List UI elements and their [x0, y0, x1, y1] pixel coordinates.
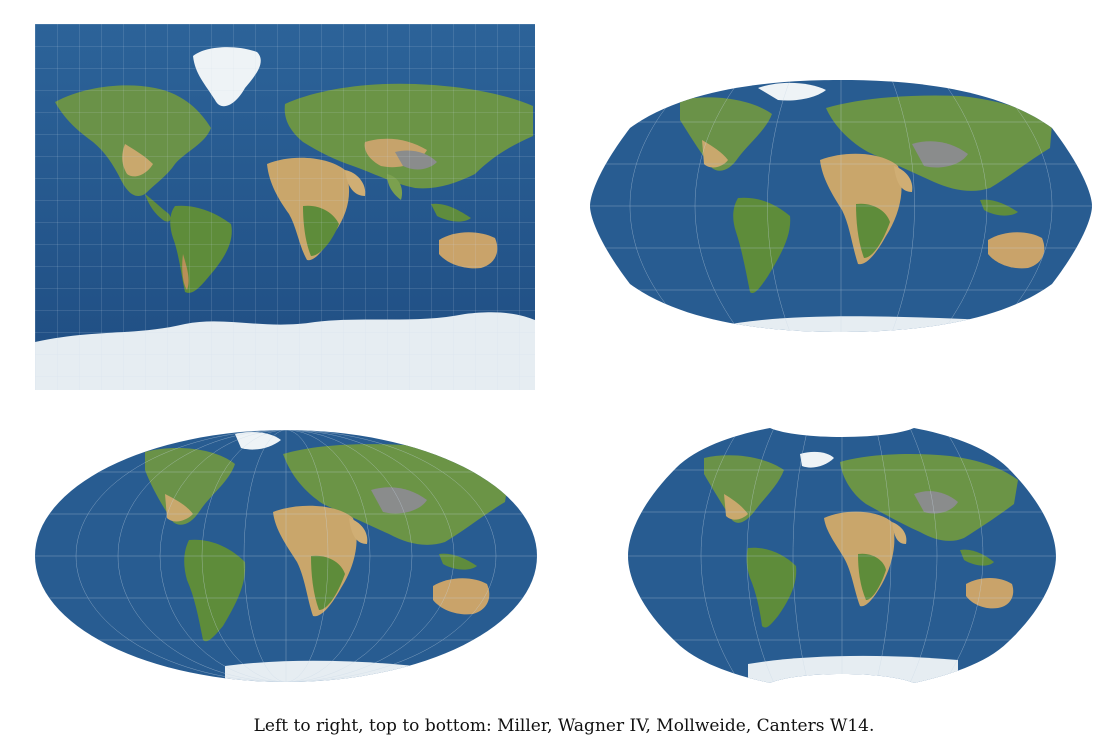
map-miller-projection: [35, 24, 535, 390]
map-wagner-iv-projection: [590, 80, 1092, 332]
map-canters-w14-projection: [628, 428, 1056, 683]
figure-caption: Left to right, top to bottom: Miller, Wa…: [253, 716, 875, 736]
map-mollweide-projection: [35, 430, 537, 682]
